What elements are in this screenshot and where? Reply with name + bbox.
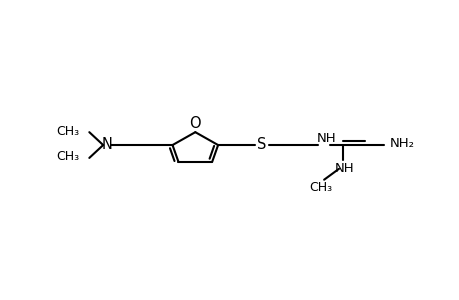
Text: S: S	[257, 136, 266, 152]
Text: NH: NH	[316, 132, 335, 145]
Text: CH₃: CH₃	[309, 181, 332, 194]
Text: N: N	[101, 136, 112, 152]
Text: CH₃: CH₃	[56, 150, 79, 164]
Text: CH₃: CH₃	[56, 125, 79, 138]
Text: NH: NH	[335, 162, 354, 175]
Text: NH₂: NH₂	[389, 136, 414, 150]
Text: O: O	[189, 116, 201, 131]
